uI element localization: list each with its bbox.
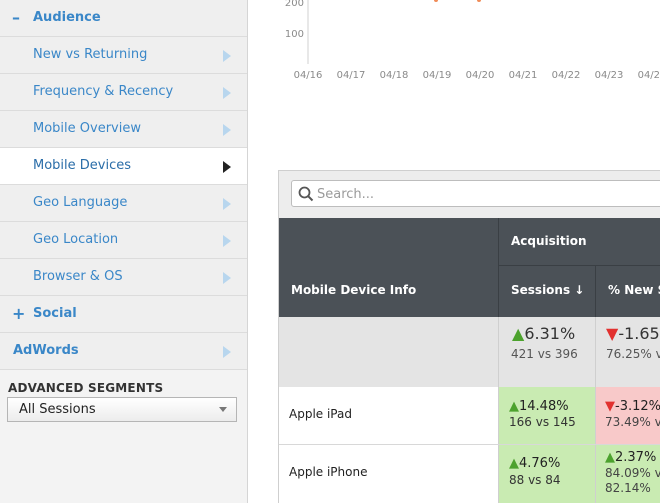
sessions-change: 14.48% xyxy=(519,399,569,414)
segment-select[interactable]: All Sessions xyxy=(7,397,237,422)
x-tick-label: 04/21 xyxy=(509,70,538,81)
group-header-label: Acquisition xyxy=(511,234,587,248)
x-tick-label: 04/17 xyxy=(337,70,366,81)
collapse-icon: – xyxy=(12,8,20,27)
sidebar-item-label: New vs Returning xyxy=(33,47,148,62)
y-tick-label: 200 xyxy=(285,0,304,9)
x-tick-label: 04/22 xyxy=(552,70,581,81)
data-point-marker xyxy=(434,0,438,2)
new-sessions-cell: ▲2.37% 84.09% vs 82.14% xyxy=(596,445,660,503)
sidebar-item-browser-os[interactable]: Browser & OS xyxy=(0,259,247,296)
sidebar: – Audience New vs Returning Frequency & … xyxy=(0,0,248,503)
header-divider xyxy=(498,218,499,317)
column-header-sessions[interactable]: Sessions ↓ xyxy=(499,266,595,317)
up-triangle-icon: ▲ xyxy=(512,324,525,343)
data-point-marker xyxy=(477,0,481,2)
sidebar-item-geo-language[interactable]: Geo Language xyxy=(0,185,247,222)
sidebar-item-label: Mobile Overview xyxy=(33,121,141,136)
sidebar-item-label: AdWords xyxy=(13,343,79,358)
summary-sessions-compare: 421 vs 396 xyxy=(511,347,578,361)
column-header-new-sessions[interactable]: % New Se xyxy=(596,266,660,317)
down-triangle-icon: ▼ xyxy=(606,324,619,343)
up-triangle-icon: ▲ xyxy=(605,450,615,465)
header-divider xyxy=(499,265,660,266)
search-input[interactable] xyxy=(317,184,657,204)
sidebar-section-label: Audience xyxy=(33,10,101,25)
chevron-right-icon xyxy=(223,161,231,173)
sidebar-section-social[interactable]: + Social xyxy=(0,296,247,333)
summary-new-compare: 76.25% vs xyxy=(606,347,660,361)
sidebar-item-label: Geo Location xyxy=(33,232,119,247)
summary-sessions-cell: ▲6.31% 421 vs 396 xyxy=(499,317,595,387)
search-box[interactable] xyxy=(291,180,660,207)
x-tick-label: 04/23 xyxy=(595,70,624,81)
segment-select-value: All Sessions xyxy=(19,402,96,417)
chevron-right-icon xyxy=(223,198,231,210)
column-header-label: Sessions ↓ xyxy=(511,283,585,297)
up-triangle-icon: ▲ xyxy=(509,399,519,414)
chevron-right-icon xyxy=(223,50,231,62)
sidebar-item-label: Mobile Devices xyxy=(33,158,132,173)
sessions-cell: ▲14.48% 166 vs 145 xyxy=(499,387,595,444)
sidebar-item-label: Browser & OS xyxy=(33,269,123,284)
summary-row-label-cell xyxy=(279,317,498,387)
column-divider xyxy=(498,317,499,503)
down-triangle-icon: ▼ xyxy=(605,399,615,414)
new-sessions-compare: 73.49% vs xyxy=(605,415,660,429)
data-table-panel: Acquisition Mobile Device Info Sessions … xyxy=(278,170,660,503)
sidebar-item-mobile-overview[interactable]: Mobile Overview xyxy=(0,111,247,148)
table-row[interactable]: Apple iPad xyxy=(279,387,498,444)
caret-down-icon xyxy=(219,407,227,412)
chevron-right-icon xyxy=(223,235,231,247)
x-tick-label: 04/19 xyxy=(423,70,452,81)
column-header-label: Mobile Device Info xyxy=(291,283,417,297)
x-tick-label: 04/16 xyxy=(294,70,323,81)
summary-new-change: -1.65 xyxy=(618,324,660,343)
summary-sessions-change: 6.31% xyxy=(524,324,576,343)
group-header-acquisition: Acquisition xyxy=(499,218,660,265)
advanced-segments-label: ADVANCED SEGMENTS xyxy=(8,381,164,395)
expand-icon: + xyxy=(12,304,26,323)
row-divider xyxy=(279,444,660,445)
sidebar-item-frequency-recency[interactable]: Frequency & Recency xyxy=(0,74,247,111)
column-header-label: % New Se xyxy=(608,283,660,297)
sessions-chart: 200 100 04/16 04/17 04/18 04/19 04/20 04/21 04… xyxy=(248,0,660,110)
new-sessions-change: 2.37% xyxy=(615,450,657,465)
summary-new-sessions-cell: ▼-1.65 76.25% vs xyxy=(596,317,660,387)
x-axis: 04/16 04/17 04/18 04/19 04/20 04/21 04/22 04/23… xyxy=(294,70,660,81)
sessions-cell: ▲4.76% 88 vs 84 xyxy=(499,445,595,503)
sidebar-item-adwords[interactable]: AdWords xyxy=(0,333,247,370)
sessions-change: 4.76% xyxy=(519,456,561,471)
device-name: Apple iPad xyxy=(289,407,352,421)
header-divider xyxy=(595,266,596,317)
new-sessions-change: -3.12% xyxy=(615,399,660,414)
chevron-right-icon xyxy=(223,87,231,99)
sessions-compare: 166 vs 145 xyxy=(509,415,576,429)
x-tick-label: 04/24 xyxy=(638,70,660,81)
sidebar-item-geo-location[interactable]: Geo Location xyxy=(0,222,247,259)
new-sessions-cell: ▼-3.12% 73.49% vs xyxy=(596,387,660,444)
sidebar-section-label: Social xyxy=(33,306,77,321)
column-header-device[interactable]: Mobile Device Info xyxy=(279,266,498,317)
sidebar-item-label: Geo Language xyxy=(33,195,128,210)
y-tick-label: 100 xyxy=(285,29,304,40)
table-row[interactable]: Apple iPhone xyxy=(279,445,498,503)
sessions-compare: 88 vs 84 xyxy=(509,473,561,487)
sidebar-section-audience[interactable]: – Audience xyxy=(0,0,247,37)
sidebar-item-mobile-devices[interactable]: Mobile Devices xyxy=(0,148,247,185)
chart-canvas: 200 100 04/16 04/17 04/18 04/19 04/20 04/21 04… xyxy=(285,0,660,81)
chevron-right-icon xyxy=(223,272,231,284)
column-divider xyxy=(595,317,596,503)
x-tick-label: 04/20 xyxy=(466,70,495,81)
device-name: Apple iPhone xyxy=(289,465,368,479)
sidebar-item-label: Frequency & Recency xyxy=(33,84,174,99)
new-sessions-compare: 84.09% vs xyxy=(605,466,660,480)
x-tick-label: 04/18 xyxy=(380,70,409,81)
up-triangle-icon: ▲ xyxy=(509,456,519,471)
chevron-right-icon xyxy=(223,346,231,358)
sidebar-item-new-vs-returning[interactable]: New vs Returning xyxy=(0,37,247,74)
chevron-right-icon xyxy=(223,124,231,136)
search-icon xyxy=(298,186,314,202)
new-sessions-compare: 82.14% xyxy=(605,481,651,495)
